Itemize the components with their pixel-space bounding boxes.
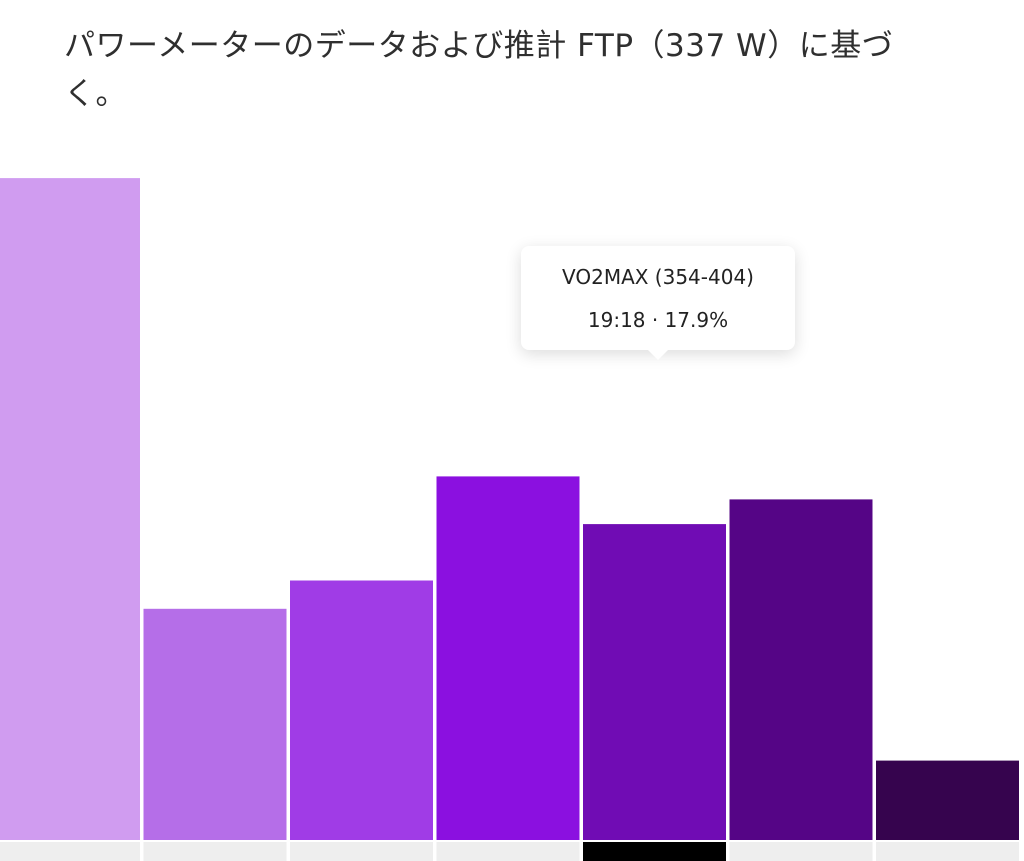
bar-zone-1[interactable] (0, 178, 140, 841)
axis-segment (876, 842, 1019, 861)
bar-zone-2[interactable] (143, 608, 287, 840)
axis-segment (0, 842, 140, 861)
bar-zone-5[interactable] (583, 524, 726, 840)
bar-zone-7[interactable] (876, 760, 1019, 840)
axis-layer (0, 842, 1019, 861)
bars-layer (0, 178, 1019, 841)
axis-segment (290, 842, 433, 861)
axis-segment (729, 842, 873, 861)
axis-segment-active (583, 842, 726, 861)
tooltip-zone-label: VO2MAX (354-404) (562, 265, 754, 289)
bar-zone-4[interactable] (436, 476, 580, 840)
chart-caption: パワーメーターのデータおよび推計 FTP（337 W）に基づく。 (64, 28, 894, 112)
axis-segment (436, 842, 580, 861)
bar-zone-3[interactable] (290, 580, 433, 841)
tooltip-value-label: 19:18 · 17.9% (587, 308, 729, 332)
bar-zone-6[interactable] (729, 499, 873, 840)
axis-segment (143, 842, 287, 861)
bar-tooltip: VO2MAX (354-404) 19:18 · 17.9% (521, 246, 795, 360)
